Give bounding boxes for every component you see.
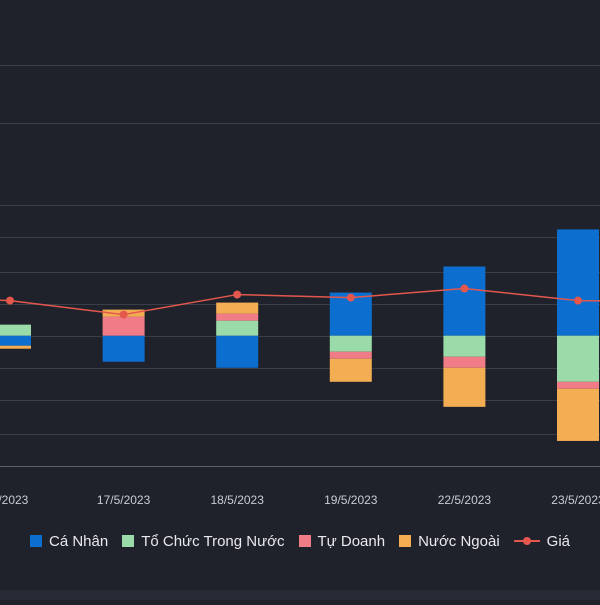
line-point-0-2 — [233, 290, 242, 299]
legend-label-nuoc-ngoai: Nước Ngoài — [418, 532, 500, 550]
bar-segment-2-1 — [216, 320, 259, 336]
legend-label-gia: Giá — [546, 532, 570, 550]
line-point-0-5 — [574, 296, 582, 305]
line-point-0-3 — [346, 293, 355, 302]
legend-item-ca-nhan[interactable]: Cá Nhân — [30, 533, 108, 550]
bar-segment-4-1 — [443, 335, 486, 357]
line-point-0-1 — [119, 310, 128, 319]
line-point-0-0 — [6, 296, 14, 305]
chart-legend: Cá Nhân Tổ Chức Trong Nước Tự Doanh Nước… — [0, 528, 600, 554]
bar-segment-0-0 — [0, 335, 31, 346]
legend-swatch-ca-nhan — [30, 535, 42, 547]
bar-segment-3-2 — [329, 351, 372, 359]
bar-segment-1-2 — [102, 316, 145, 336]
bar-segment-5-3 — [557, 388, 599, 441]
legend-line-gia-icon — [513, 535, 540, 547]
legend-swatch-nuoc-ngoai — [399, 535, 412, 547]
bar-segment-2-0 — [216, 335, 259, 368]
legend-item-gia[interactable]: Giá — [513, 532, 570, 550]
bar-segment-2-2 — [216, 313, 259, 321]
legend-label-to-chuc-trong-nuoc: Tổ Chức Trong Nước — [141, 532, 285, 550]
x-tick-label-1: 17/5/2023 — [97, 493, 151, 507]
bar-segment-2-3 — [216, 302, 259, 314]
bar-segment-5-1 — [557, 335, 599, 382]
bar-segment-5-2 — [557, 381, 599, 389]
legend-swatch-tu-doanh — [298, 535, 311, 547]
x-tick-label-0: 5/2023 — [0, 493, 29, 507]
bar-segment-1-0 — [102, 335, 145, 362]
x-tick-label-3: 19/5/2023 — [324, 493, 378, 507]
line-series-0 — [0, 287, 600, 316]
legend-label-tu-doanh: Tự Doanh — [317, 532, 386, 550]
bar-segment-0-1 — [0, 324, 31, 336]
legend-item-to-chuc-trong-nuoc[interactable]: Tổ Chức Trong Nước — [122, 532, 285, 550]
bar-segment-3-1 — [329, 335, 372, 352]
bar-segment-0-3 — [0, 345, 31, 349]
x-tick-label-4: 22/5/2023 — [438, 493, 492, 507]
legend-swatch-to-chuc-trong-nuoc — [122, 535, 135, 547]
bar-segment-4-0 — [443, 266, 486, 336]
legend-label-ca-nhan: Cá Nhân — [49, 532, 109, 550]
bar-segment-5-0 — [557, 229, 599, 336]
x-tick-label-5: 23/5/2023 — [551, 493, 600, 507]
line-point-0-4 — [460, 284, 469, 293]
bar-segment-4-3 — [443, 367, 486, 407]
bottom-strip — [0, 590, 600, 600]
legend-item-nuoc-ngoai[interactable]: Nước Ngoài — [399, 533, 500, 550]
bar-segment-3-3 — [329, 358, 372, 382]
bar-segment-4-2 — [443, 356, 486, 368]
x-tick-label-2: 18/5/2023 — [211, 493, 265, 507]
legend-item-tu-doanh[interactable]: Tự Doanh — [298, 532, 386, 550]
